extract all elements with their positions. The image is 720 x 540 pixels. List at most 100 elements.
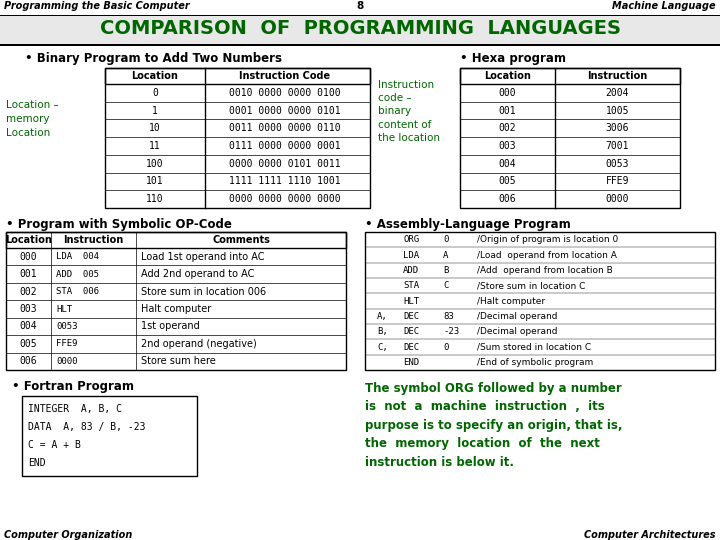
Bar: [0, 15, 720, 45]
Text: 003: 003: [19, 304, 37, 314]
Text: 101: 101: [146, 177, 164, 186]
Text: Instruction
code –
binary
content of
the location: Instruction code – binary content of the…: [378, 80, 440, 143]
Text: /Origin of program is location 0: /Origin of program is location 0: [477, 235, 618, 244]
Text: FFE9: FFE9: [56, 339, 78, 348]
Text: END: END: [403, 358, 419, 367]
Text: FFE9: FFE9: [606, 177, 629, 186]
Text: • Assembly-Language Program: • Assembly-Language Program: [365, 218, 571, 231]
Bar: [0, 0, 720, 15]
Text: 0001 0000 0000 0101: 0001 0000 0000 0101: [229, 106, 341, 116]
Text: 11: 11: [149, 141, 161, 151]
Bar: [105, 68, 370, 84]
Text: B: B: [443, 266, 449, 275]
Text: 1005: 1005: [606, 106, 629, 116]
Text: 7001: 7001: [606, 141, 629, 151]
Text: 006: 006: [499, 194, 516, 204]
Text: /Sum stored in location C: /Sum stored in location C: [477, 342, 591, 352]
Text: • Hexa program: • Hexa program: [460, 52, 566, 65]
Text: ADD: ADD: [403, 266, 419, 275]
Bar: [22, 396, 197, 476]
Text: -23: -23: [443, 327, 459, 336]
Text: Store sum in location 006: Store sum in location 006: [141, 287, 266, 296]
Text: 83: 83: [443, 312, 454, 321]
Text: C: C: [443, 281, 449, 290]
Text: 006: 006: [19, 356, 37, 366]
Text: Location: Location: [484, 71, 531, 81]
Text: 0000 0000 0101 0011: 0000 0000 0101 0011: [229, 159, 341, 168]
Text: 0053: 0053: [606, 159, 629, 168]
Text: 001: 001: [499, 106, 516, 116]
Text: DEC: DEC: [403, 312, 419, 321]
Bar: [365, 232, 715, 370]
Text: 0011 0000 0000 0110: 0011 0000 0000 0110: [229, 123, 341, 133]
Text: Location: Location: [5, 235, 52, 245]
Text: Instruction: Instruction: [588, 71, 647, 81]
Text: 000: 000: [499, 88, 516, 98]
Text: 002: 002: [499, 123, 516, 133]
Text: Comments: Comments: [212, 235, 270, 245]
Text: • Program with Symbolic OP-Code: • Program with Symbolic OP-Code: [6, 218, 232, 231]
Text: /Halt computer: /Halt computer: [477, 296, 545, 306]
Text: /Decimal operand: /Decimal operand: [477, 312, 557, 321]
Text: Location: Location: [132, 71, 179, 81]
Text: Location –
memory
Location: Location – memory Location: [6, 100, 59, 138]
Bar: [105, 68, 370, 208]
Text: 000: 000: [19, 252, 37, 262]
Text: A: A: [443, 251, 449, 260]
Text: 005: 005: [19, 339, 37, 349]
Bar: [460, 68, 680, 84]
Text: Computer Architectures: Computer Architectures: [585, 530, 716, 540]
Text: 004: 004: [19, 321, 37, 332]
Text: 8: 8: [356, 1, 364, 11]
Text: 110: 110: [146, 194, 164, 204]
Text: DEC: DEC: [403, 342, 419, 352]
Text: 0010 0000 0000 0100: 0010 0000 0000 0100: [229, 88, 341, 98]
Text: 0111 0000 0000 0001: 0111 0000 0000 0001: [229, 141, 341, 151]
Text: STA: STA: [403, 281, 419, 290]
Text: Halt computer: Halt computer: [141, 304, 211, 314]
Text: 0: 0: [443, 342, 449, 352]
Text: 003: 003: [499, 141, 516, 151]
Bar: [0, 15, 720, 16]
Text: 3006: 3006: [606, 123, 629, 133]
Text: Add 2nd operand to AC: Add 2nd operand to AC: [141, 269, 254, 279]
Text: 005: 005: [499, 177, 516, 186]
Text: 0: 0: [443, 235, 449, 244]
Text: 0000: 0000: [56, 357, 78, 366]
Text: HLT: HLT: [403, 296, 419, 306]
Bar: [460, 68, 680, 208]
Text: /Load  operand from location A: /Load operand from location A: [477, 251, 617, 260]
Text: INTEGER  A, B, C: INTEGER A, B, C: [28, 404, 122, 414]
Text: • Fortran Program: • Fortran Program: [12, 380, 134, 393]
Text: 10: 10: [149, 123, 161, 133]
Text: LDA: LDA: [403, 251, 419, 260]
Text: HLT: HLT: [56, 305, 72, 314]
Text: 1st operand: 1st operand: [141, 321, 199, 332]
Text: 001: 001: [19, 269, 37, 279]
Text: Instruction Code: Instruction Code: [240, 71, 330, 81]
Text: Instruction: Instruction: [63, 235, 124, 245]
Text: ORG: ORG: [403, 235, 419, 244]
Text: COMPARISON  OF  PROGRAMMING  LANGUAGES: COMPARISON OF PROGRAMMING LANGUAGES: [99, 19, 621, 38]
Bar: [6, 232, 346, 248]
Text: Programming the Basic Computer: Programming the Basic Computer: [4, 1, 189, 11]
Text: LDA  004: LDA 004: [56, 252, 99, 261]
Text: The symbol ORG followed by a number
is  not  a  machine  instruction  ,  its
pur: The symbol ORG followed by a number is n…: [365, 382, 623, 469]
Text: B,: B,: [377, 327, 388, 336]
Text: /Store sum in location C: /Store sum in location C: [477, 281, 585, 290]
Text: Machine Language: Machine Language: [613, 1, 716, 11]
Text: END: END: [28, 458, 45, 468]
Text: C = A + B: C = A + B: [28, 440, 81, 450]
Bar: [6, 232, 346, 370]
Text: 2004: 2004: [606, 88, 629, 98]
Text: 0: 0: [152, 88, 158, 98]
Text: 0000: 0000: [606, 194, 629, 204]
Text: C,: C,: [377, 342, 388, 352]
Text: 1: 1: [152, 106, 158, 116]
Text: 2nd operand (negative): 2nd operand (negative): [141, 339, 257, 349]
Text: 004: 004: [499, 159, 516, 168]
Text: ADD  005: ADD 005: [56, 269, 99, 279]
Text: /End of symbolic program: /End of symbolic program: [477, 358, 593, 367]
Text: A,: A,: [377, 312, 388, 321]
Text: Store sum here: Store sum here: [141, 356, 216, 366]
